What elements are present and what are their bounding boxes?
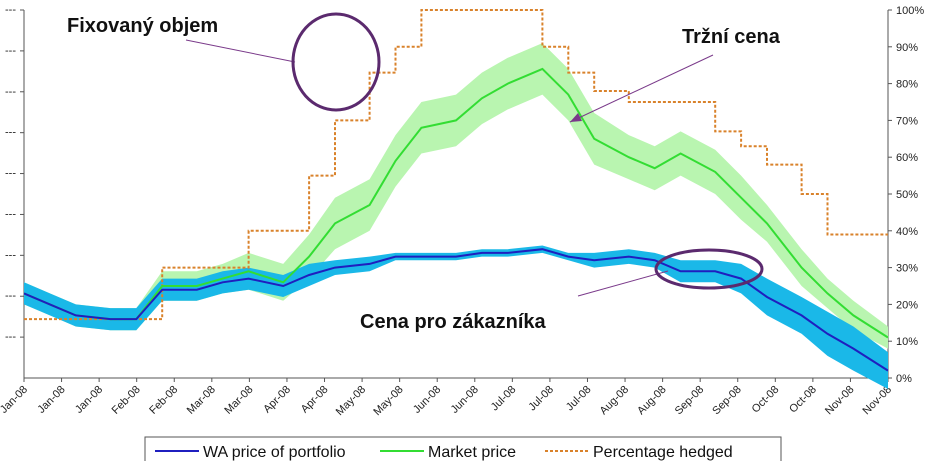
left-axis: --- --- --- --- --- --- --- --- --- [5, 4, 25, 378]
right-tick-label: 60% [896, 152, 918, 164]
left-tick-label: --- [5, 208, 16, 220]
right-tick-label: 0% [896, 373, 912, 385]
x-tick-label: Jan-08 [73, 384, 105, 416]
annotation-market-price: Tržní cena [682, 26, 781, 48]
legend-box [144, 436, 782, 461]
annotation-arrow [569, 54, 714, 123]
left-tick-label: --- [5, 4, 16, 16]
wa-price-band [24, 245, 888, 389]
x-tick-label: Jun-08 [411, 384, 443, 416]
annotation-fixed-volume: Fixovaný objem [67, 15, 218, 37]
right-tick-label: 100% [896, 5, 924, 17]
annotation-ellipse [654, 248, 764, 290]
wa-price-line [23, 248, 889, 372]
left-tick-label: --- [5, 45, 16, 57]
left-tick-label: --- [5, 249, 16, 261]
market-price-line [23, 67, 889, 339]
right-tick-label: 70% [896, 115, 918, 127]
right-tick-label: 80% [896, 79, 918, 91]
x-tick-label: May-08 [334, 384, 368, 418]
annotation-leader [185, 39, 296, 63]
x-tick-label: May-08 [371, 384, 405, 418]
x-tick-label: Jul-08 [564, 384, 594, 414]
x-tick-label: Jun-08 [449, 384, 481, 416]
x-tick-label: Nov-08 [823, 384, 857, 418]
x-tick-label: Jan-08 [35, 384, 67, 416]
legend-label: Market price [428, 444, 516, 461]
x-tick-label: Mar-08 [222, 384, 255, 417]
x-tick-label: Feb-08 [147, 384, 180, 417]
x-tick-label: Apr-08 [261, 384, 293, 416]
x-tick-label: Sep-08 [710, 384, 744, 418]
annotation-customer-price: Cena pro zákazníka [360, 311, 547, 333]
x-tick-label: Feb-08 [110, 384, 143, 417]
x-tick-label: Nov-08 [861, 384, 895, 418]
x-tick-label: Apr-08 [299, 384, 331, 416]
x-tick-label: Jul-08 [489, 384, 519, 414]
left-tick-label: --- [5, 290, 16, 302]
legend-label: WA price of portfolio [203, 444, 346, 461]
right-axis: 0% 10% 20% 30% 40% 50% 60% 70% 80% 90% 100% [887, 5, 924, 385]
x-tick-label: Jul-08 [526, 384, 556, 414]
bottom-axis: Jan-08 Jan-08 Jan-08 Feb-08 Feb-08 Mar-08 Mar-… [0, 377, 895, 418]
left-tick-label: --- [5, 127, 16, 139]
x-tick-label: Mar-08 [185, 384, 218, 417]
right-tick-label: 50% [896, 189, 918, 201]
left-tick-label: --- [5, 168, 16, 180]
annotation-arrowhead [570, 113, 582, 122]
x-tick-label: Aug-08 [598, 384, 632, 418]
left-tick-label: --- [5, 86, 16, 98]
left-tick-label: --- [5, 331, 16, 343]
legend-label: Percentage hedged [593, 444, 733, 461]
x-tick-label: Oct-08 [787, 384, 819, 416]
annotation-leader [577, 270, 669, 297]
x-tick-label: Aug-08 [635, 384, 669, 418]
percentage-hedged-line [24, 9, 888, 321]
legend: WA price of portfolio Market price Percent… [144, 436, 782, 461]
x-tick-label: Oct-08 [750, 384, 782, 416]
right-tick-label: 90% [896, 42, 918, 54]
right-tick-label: 30% [896, 263, 918, 275]
annotation-ellipse [291, 12, 381, 112]
x-tick-label: Jan-08 [0, 384, 30, 416]
right-tick-label: 10% [896, 336, 918, 348]
right-tick-label: 20% [896, 299, 918, 311]
right-tick-label: 40% [896, 226, 918, 238]
x-tick-label: Sep-08 [673, 384, 707, 418]
annotation-layer: Fixovaný objem Tržní cena Cena pro zákazní… [67, 12, 781, 333]
series-layer [23, 9, 889, 389]
